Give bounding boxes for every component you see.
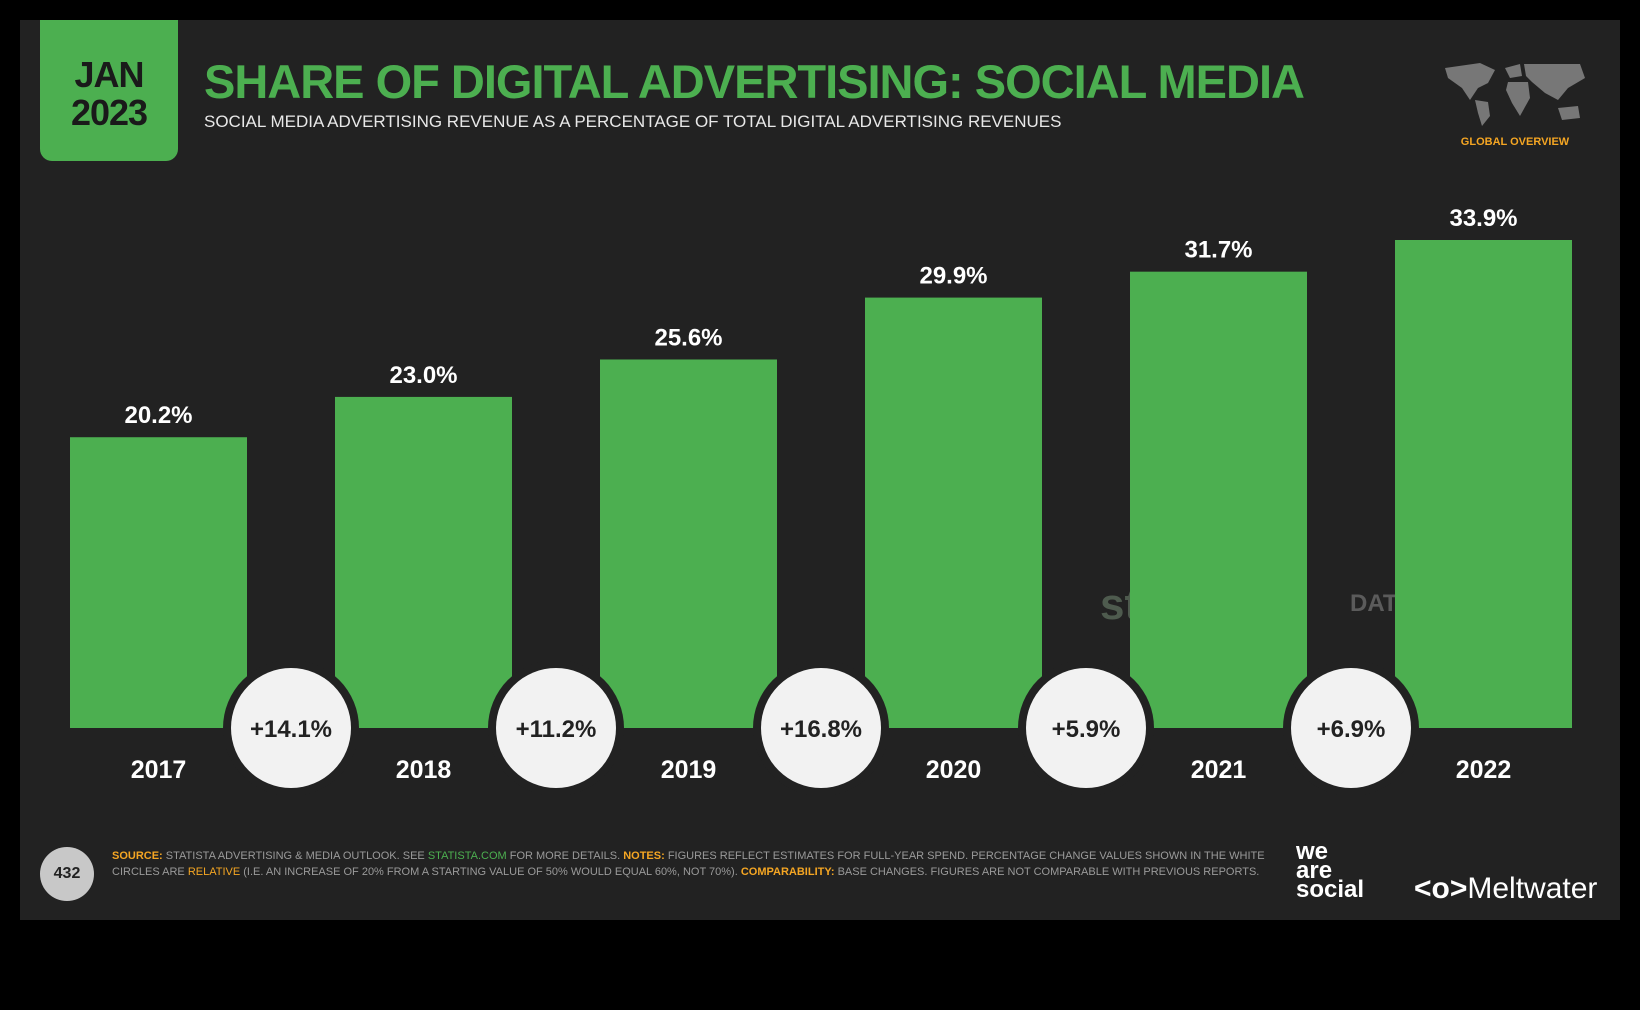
page-subtitle: SOCIAL MEDIA ADVERTISING REVENUE AS A PE… bbox=[204, 112, 1062, 131]
bar-2021 bbox=[1130, 271, 1307, 728]
value-label: 20.2% bbox=[124, 402, 192, 429]
change-label: +11.2% bbox=[516, 716, 597, 743]
change-circle bbox=[761, 668, 881, 788]
page-number: 432 bbox=[40, 847, 94, 901]
category-label: 2021 bbox=[1191, 756, 1247, 784]
change-label: +14.1% bbox=[250, 716, 332, 743]
comparability-label: COMPARABILITY: bbox=[740, 865, 835, 878]
notes-text: FIGURES REFLECT ESTIMATES FOR FULL-YEAR … bbox=[112, 850, 1265, 878]
world-map-icon bbox=[1445, 63, 1585, 126]
change-label: +6.9% bbox=[1317, 716, 1386, 743]
we-are-social-logo: we are social bbox=[1296, 838, 1365, 903]
change-circle bbox=[1291, 668, 1411, 788]
bar-2019 bbox=[600, 359, 777, 728]
bar-2017 bbox=[70, 437, 247, 728]
change-circle bbox=[1026, 668, 1146, 788]
value-label: 25.6% bbox=[654, 324, 722, 351]
bar-2018 bbox=[335, 396, 512, 728]
value-label: 23.0% bbox=[389, 362, 457, 389]
source-text: STATISTA ADVERTISING & MEDIA OUTLOOK. SE… bbox=[162, 850, 428, 862]
category-label: 2018 bbox=[396, 756, 452, 784]
change-circle bbox=[231, 668, 351, 788]
change-circle bbox=[496, 668, 616, 788]
meltwater-logo: <o>Meltwater bbox=[1414, 872, 1598, 905]
value-label: 29.9% bbox=[919, 263, 987, 290]
category-label: 2017 bbox=[131, 756, 187, 784]
category-label: 2019 bbox=[661, 756, 717, 784]
region-label: GLOBAL OVERVIEW bbox=[1460, 136, 1570, 148]
page-title: SHARE OF DIGITAL ADVERTISING: SOCIAL MED… bbox=[204, 55, 1305, 108]
change-label: +16.8% bbox=[780, 716, 862, 743]
slide: JAN 2023 SHARE OF DIGITAL ADVERTISING: SO… bbox=[20, 20, 1620, 920]
bar-2020 bbox=[865, 297, 1042, 728]
change-label: +5.9% bbox=[1052, 716, 1121, 743]
notes-tail: (I.E. AN INCREASE OF 20% FROM A STARTING… bbox=[240, 865, 741, 878]
notes-label: NOTES: bbox=[623, 850, 665, 862]
bar-chart: 20.2% 2017 23.0% 2018 25.6% 2019 29.9% 2020 31.7… bbox=[70, 205, 1572, 796]
category-label: 2022 bbox=[1456, 756, 1512, 784]
value-label: 33.9% bbox=[1449, 205, 1517, 232]
date-year: 2023 bbox=[70, 92, 148, 133]
comparability-text: BASE CHANGES. FIGURES ARE NOT COMPARABLE… bbox=[834, 865, 1260, 878]
source-label: SOURCE: bbox=[112, 850, 163, 862]
source-link[interactable]: STATISTA.COM bbox=[427, 850, 507, 862]
footer-notes: SOURCE: STATISTA ADVERTISING & MEDIA OUT… bbox=[112, 849, 1292, 880]
date-month: JAN bbox=[74, 54, 144, 95]
value-label: 31.7% bbox=[1184, 237, 1252, 264]
bar-2022 bbox=[1395, 240, 1572, 728]
date-badge: JAN 2023 bbox=[40, 20, 178, 161]
category-label: 2020 bbox=[926, 756, 982, 784]
relative-label: RELATIVE bbox=[187, 865, 241, 878]
source-tail: FOR MORE DETAILS. bbox=[506, 850, 624, 862]
